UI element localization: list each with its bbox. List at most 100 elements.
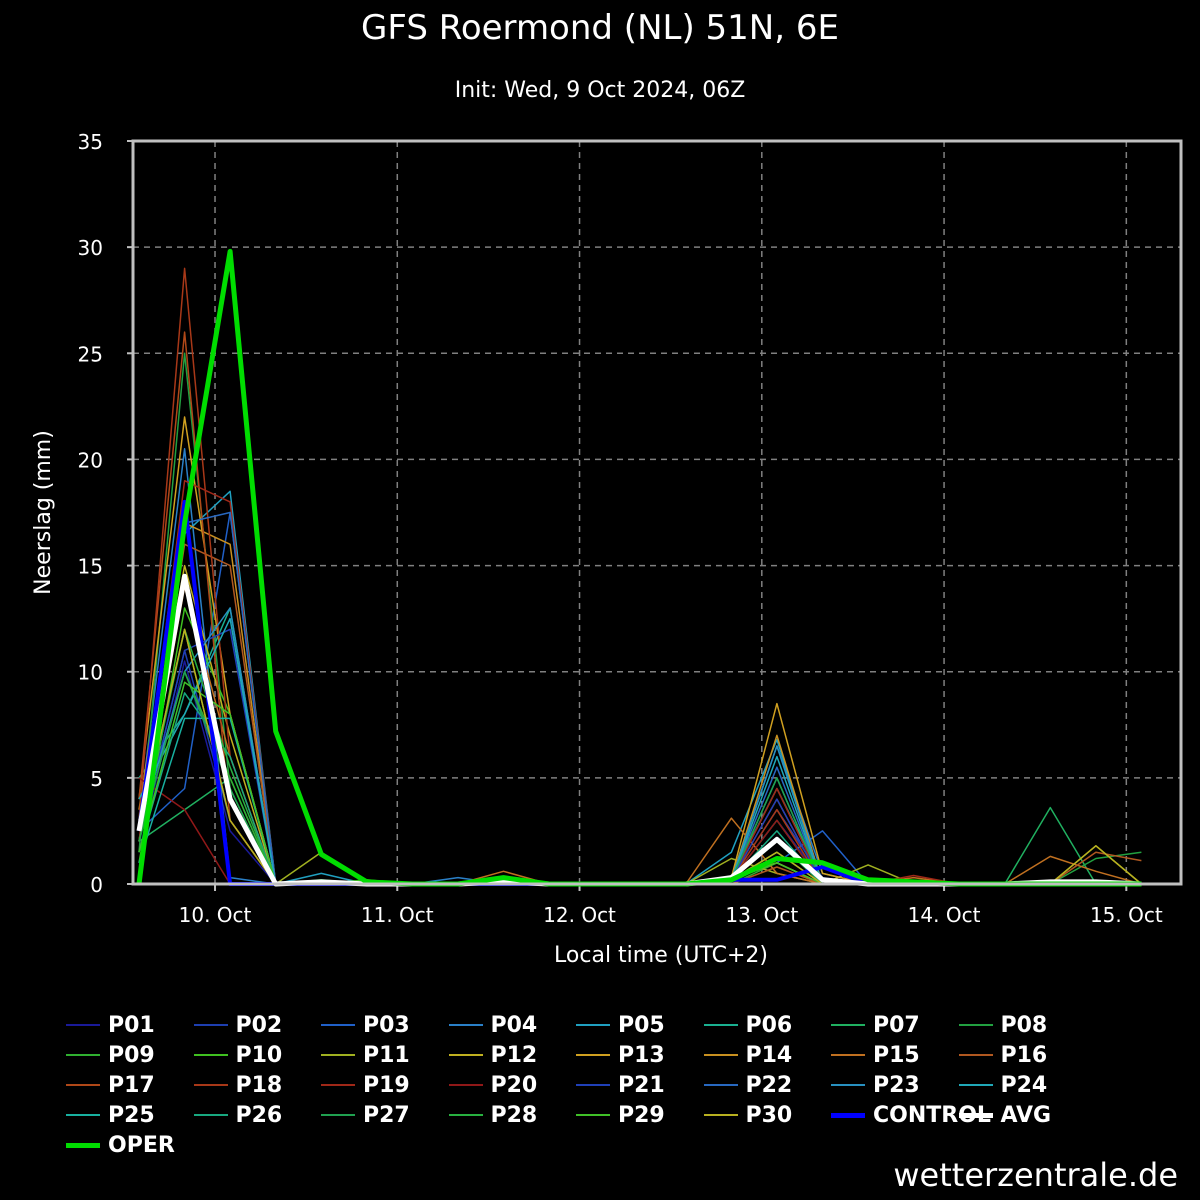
legend-swatch [321, 1024, 355, 1026]
series-line-p04 [138, 448, 1142, 885]
legend-label: P05 [618, 1012, 665, 1038]
series-line-p08 [138, 352, 1142, 885]
legend-swatch [831, 1112, 865, 1118]
legend-item-p04: P04 [448, 1010, 538, 1040]
legend-item-p27: P27 [321, 1100, 410, 1130]
legend-item-p02: P02 [193, 1010, 283, 1040]
legend-label: P15 [873, 1042, 920, 1068]
series-line-p21 [138, 628, 1142, 885]
x-tick-label: 14. Oct [908, 903, 981, 927]
legend-label: P28 [490, 1102, 538, 1128]
legend-label: P13 [618, 1042, 665, 1068]
series-line-p17 [138, 331, 1142, 885]
legend-swatch [831, 1024, 865, 1026]
series-line-oper [136, 248, 1142, 887]
legend-label: P08 [1000, 1012, 1048, 1038]
y-tick-label: 35 [78, 130, 103, 154]
legend-item-p19: P19 [321, 1070, 410, 1100]
legend-item-p05: P05 [576, 1010, 665, 1040]
y-tick-label: 30 [78, 236, 103, 260]
series-line-p24 [138, 617, 1142, 885]
legend-label: P02 [235, 1012, 283, 1038]
legend-label: P23 [873, 1072, 920, 1098]
legend-label: P14 [745, 1042, 793, 1068]
series-line-p16 [138, 543, 1142, 885]
legend-swatch [958, 1084, 993, 1086]
series-line-p13 [138, 416, 1142, 885]
legend-item-p13: P13 [576, 1040, 665, 1070]
series-line-p22 [138, 511, 1142, 885]
legend-swatch [448, 1054, 483, 1056]
series-line-p25 [138, 717, 1142, 885]
legend-swatch [193, 1114, 228, 1116]
legend-item-p06: P06 [703, 1010, 792, 1040]
legend-item-p18: P18 [193, 1070, 282, 1100]
x-tick-label: 10. Oct [179, 903, 252, 927]
legend-label: P10 [235, 1042, 283, 1068]
legend-swatch [66, 1024, 100, 1026]
legend-swatch [448, 1114, 483, 1116]
legend-item-p10: P10 [193, 1040, 283, 1070]
series-line-avg [136, 573, 1142, 887]
series-line-p20 [138, 777, 1142, 885]
legend-swatch [958, 1024, 993, 1026]
legend-item-p14: P14 [703, 1040, 793, 1070]
series-line-p28 [138, 628, 1142, 885]
x-axis-label: Local time (UTC+2) [554, 943, 768, 968]
series-line-p05 [138, 490, 1142, 885]
legend-swatch [193, 1024, 228, 1026]
legend-item-p25: P25 [66, 1100, 155, 1130]
series-line-p03 [138, 511, 1142, 885]
legend-swatch [66, 1054, 100, 1056]
legend-swatch [576, 1054, 610, 1056]
legend-label: P11 [363, 1042, 410, 1068]
legend-item-p01: P01 [66, 1010, 155, 1040]
y-tick-label: 10 [78, 661, 103, 685]
legend-label: P29 [618, 1102, 665, 1128]
y-tick-label: 15 [78, 555, 103, 579]
legend-item-p21: P21 [576, 1070, 665, 1100]
legend-item-p11: P11 [321, 1040, 410, 1070]
legend-swatch [321, 1054, 355, 1056]
series-line-p26 [138, 692, 1142, 885]
legend-label: P03 [363, 1012, 410, 1038]
legend-swatch [66, 1142, 100, 1148]
legend-item-p23: P23 [831, 1070, 920, 1100]
legend-swatch [831, 1084, 865, 1086]
legend-item-p07: P07 [831, 1010, 920, 1040]
series-line-p07 [138, 777, 1142, 885]
legend-label: P17 [108, 1072, 155, 1098]
legend-label: P16 [1000, 1042, 1048, 1068]
legend-swatch [576, 1084, 610, 1086]
series-line-p12 [138, 564, 1142, 885]
legend-label: P09 [108, 1042, 155, 1068]
legend-item-p03: P03 [321, 1010, 410, 1040]
x-tick-label: 12. Oct [543, 903, 616, 927]
legend-swatch [703, 1024, 738, 1026]
series-line-p10 [138, 607, 1142, 885]
series-line-p29 [138, 681, 1142, 885]
y-axis-label: Neerslag (mm) [31, 430, 56, 595]
series-line-p11 [138, 628, 1142, 885]
legend-swatch [576, 1114, 610, 1116]
precipitation-chart: 0 5 10 15 20 25 30 35 10. Oct 11. Oct 12. Oct 13. O… [31, 130, 1183, 968]
legend-item-p26: P26 [193, 1100, 282, 1130]
legend-swatch [703, 1114, 738, 1116]
legend-label: P04 [490, 1012, 538, 1038]
y-tick-label: 20 [78, 448, 103, 472]
legend-label: P30 [745, 1102, 793, 1128]
series-line-control [137, 499, 1142, 886]
legend-item-p22: P22 [703, 1070, 792, 1100]
x-tick-label: 15. Oct [1090, 903, 1163, 927]
legend-swatch [958, 1054, 993, 1056]
series-line-p18 [138, 267, 1142, 885]
legend-swatch [576, 1024, 610, 1026]
legend-label: P12 [490, 1042, 538, 1068]
series-line-p15 [138, 586, 1142, 885]
legend-swatch [66, 1114, 100, 1116]
legend-item-p08: P08 [958, 1010, 1048, 1040]
plot-frame [131, 139, 1183, 886]
legend-swatch [958, 1112, 993, 1118]
legend-item-p29: P29 [576, 1100, 665, 1130]
site-credit: wetterzentrale.de [893, 1156, 1178, 1194]
